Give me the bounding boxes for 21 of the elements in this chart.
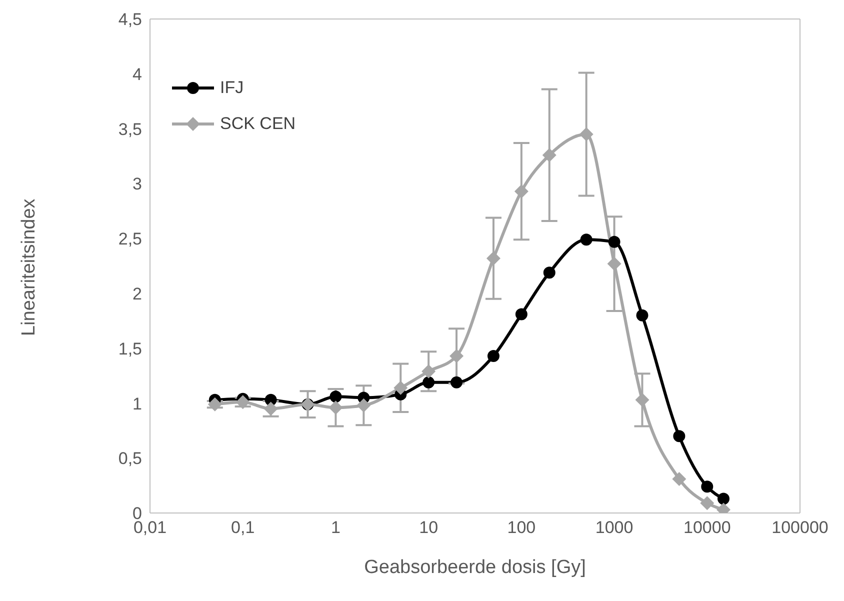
y-tick-label: 4 — [132, 64, 142, 84]
legend-label: IFJ — [220, 78, 244, 98]
y-tick-label: 2 — [132, 284, 142, 304]
x-axis-title: Geabsorbeerde dosis [Gy] — [364, 557, 586, 578]
x-tick-label: 100 — [507, 518, 536, 538]
y-axis-title: Lineariteitsindex — [18, 198, 40, 336]
y-tick-label: 2,5 — [118, 230, 142, 249]
y-tick-label: 3,5 — [118, 120, 142, 139]
x-tick-label: 0,01 — [133, 518, 167, 538]
y-tick-label: 3 — [132, 174, 142, 194]
x-tick-label: 10 — [419, 518, 438, 538]
y-tick-label: 1 — [132, 394, 142, 414]
x-tick-label: 1000 — [595, 518, 634, 538]
x-tick-label: 1 — [330, 518, 340, 538]
y-tick-label: 1,5 — [118, 339, 142, 358]
y-tick-label: 4,5 — [118, 10, 142, 30]
y-tick-label: 0,5 — [118, 449, 142, 468]
x-tick-label: 10000 — [684, 518, 731, 538]
legend-label: SCK CEN — [220, 114, 296, 134]
x-tick-label: 0,1 — [231, 518, 255, 538]
x-tick-label: 100000 — [772, 518, 828, 538]
